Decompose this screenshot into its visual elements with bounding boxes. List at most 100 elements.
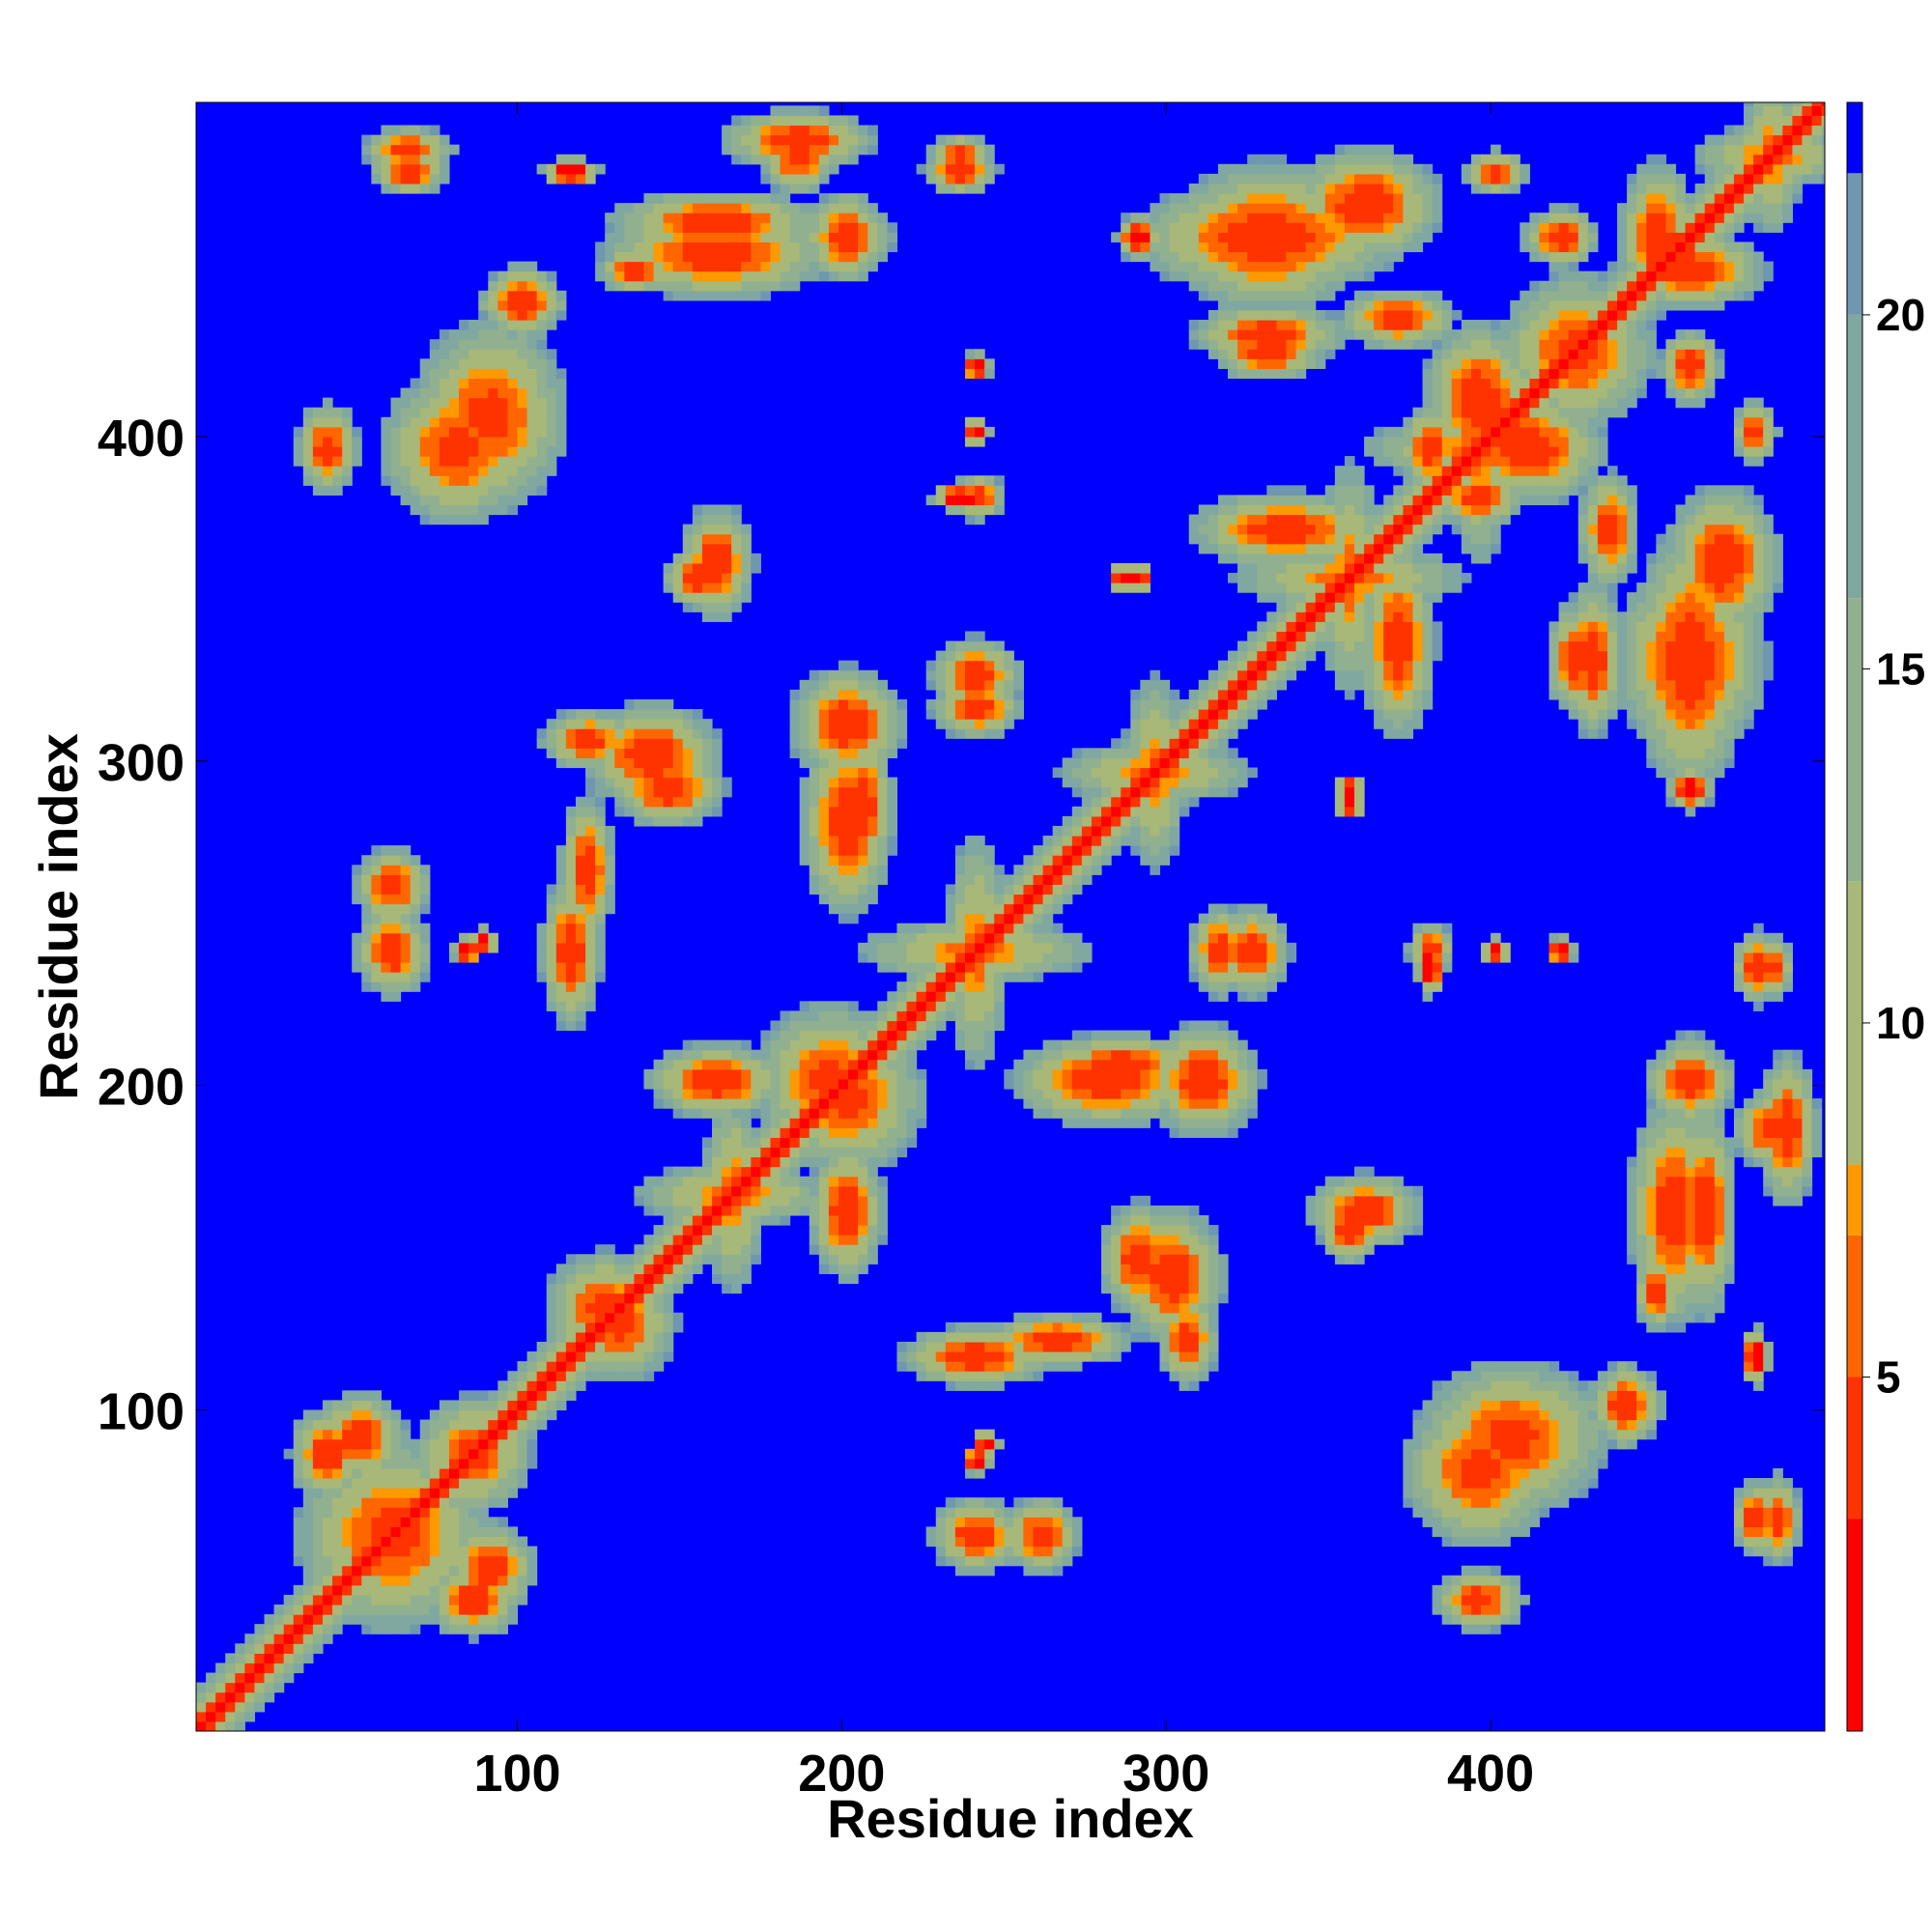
heatmap-cell <box>672 232 684 242</box>
heatmap-cell <box>1140 709 1151 720</box>
heatmap-cell <box>565 874 577 885</box>
heatmap-cell <box>867 825 878 837</box>
heatmap-cell <box>555 757 567 769</box>
heatmap-cell <box>1179 1235 1190 1245</box>
heatmap-cell <box>565 1351 577 1362</box>
heatmap-cell <box>419 923 431 934</box>
heatmap-cell <box>410 1614 421 1625</box>
heatmap-cell <box>1169 1108 1180 1119</box>
heatmap-cell <box>1033 894 1044 905</box>
heatmap-cell <box>352 1448 362 1460</box>
heatmap-cell <box>751 1068 761 1080</box>
heatmap-cell <box>352 436 362 447</box>
heatmap-cell <box>818 125 830 136</box>
heatmap-cell <box>994 923 1005 934</box>
heatmap-cell <box>1052 1507 1064 1518</box>
heatmap-cell <box>390 1526 402 1538</box>
heatmap-cell <box>682 261 694 272</box>
heatmap-cell <box>1150 1108 1161 1119</box>
heatmap-cell <box>605 261 615 272</box>
heatmap-cell <box>605 894 615 905</box>
heatmap-cell <box>925 709 937 720</box>
heatmap-cell <box>1140 825 1151 837</box>
heatmap-cell <box>546 446 557 457</box>
heatmap-cell <box>1023 1351 1035 1362</box>
heatmap-cell <box>1179 232 1190 242</box>
heatmap-cell <box>565 981 577 992</box>
heatmap-cell <box>322 1497 333 1508</box>
heatmap-cell <box>1052 825 1064 837</box>
heatmap-cell <box>877 845 888 856</box>
heatmap-cell <box>1062 1536 1073 1548</box>
heatmap-cell <box>517 1478 528 1489</box>
heatmap-cell <box>809 874 820 885</box>
heatmap-cell <box>244 1691 256 1703</box>
heatmap-cell <box>643 242 655 253</box>
heatmap-cell <box>712 1273 723 1285</box>
heatmap-cell <box>1286 602 1297 612</box>
heatmap-cell <box>848 1273 859 1285</box>
heatmap-cell <box>1208 1089 1219 1099</box>
heatmap-cell <box>975 874 985 885</box>
heatmap-cell <box>1062 1321 1073 1333</box>
heatmap-cell <box>858 1214 868 1226</box>
heatmap-cell <box>789 1059 801 1070</box>
heatmap-cell <box>614 1371 625 1381</box>
heatmap-cell <box>1081 806 1093 817</box>
heatmap-cell <box>887 942 898 953</box>
heatmap-cell <box>1266 329 1277 340</box>
heatmap-cell <box>1198 757 1209 769</box>
heatmap-cell <box>634 1273 645 1285</box>
heatmap-cell <box>760 1068 772 1080</box>
heatmap-cell <box>410 446 421 457</box>
heatmap-cell <box>1247 1068 1258 1080</box>
heatmap-cell <box>672 1244 684 1255</box>
heatmap-cell <box>1247 368 1258 380</box>
heatmap-cell <box>975 504 985 516</box>
heatmap-cell <box>1081 1078 1093 1090</box>
heatmap-cell <box>994 942 1005 953</box>
heatmap-cell <box>575 972 586 982</box>
heatmap-cell <box>1169 719 1180 729</box>
heatmap-cell <box>361 972 372 982</box>
heatmap-cell <box>381 1497 392 1508</box>
heatmap-cell <box>322 1594 333 1605</box>
heatmap-cell <box>565 972 577 982</box>
heatmap-cell <box>760 232 772 242</box>
heatmap-cell <box>1237 669 1248 681</box>
heatmap-cell <box>1237 504 1248 516</box>
heatmap-cell <box>1159 728 1171 739</box>
heatmap-cell <box>1266 173 1277 185</box>
heatmap-cell <box>342 1526 353 1538</box>
heatmap-cell <box>1266 524 1277 535</box>
heatmap-cell <box>1247 299 1258 311</box>
heatmap-cell <box>293 1634 304 1644</box>
heatmap-cell <box>1140 1205 1151 1216</box>
heatmap-cell <box>312 1605 324 1615</box>
heatmap-cell <box>789 242 801 253</box>
heatmap-cell <box>361 1517 372 1527</box>
heatmap-cell <box>887 1049 898 1061</box>
heatmap-cell <box>1071 777 1083 788</box>
heatmap-cell <box>1062 836 1073 846</box>
heatmap-cell <box>945 650 956 662</box>
heatmap-cell <box>954 134 966 146</box>
heatmap-cell <box>1188 689 1200 700</box>
heatmap-cell <box>692 1185 703 1197</box>
heatmap-cell <box>935 719 947 729</box>
heatmap-cell <box>682 757 694 769</box>
heatmap-cell <box>1188 193 1200 204</box>
heatmap-cell <box>906 1010 918 1022</box>
heatmap-cell <box>536 280 548 292</box>
heatmap-cell <box>1169 748 1180 758</box>
heatmap-cell <box>302 407 314 418</box>
heatmap-cell <box>925 952 937 963</box>
heatmap-cell <box>448 1497 460 1508</box>
heatmap-cell <box>352 932 362 944</box>
heatmap-cell <box>896 981 908 992</box>
heatmap-cell <box>1217 504 1229 516</box>
heatmap-cell <box>1101 748 1112 758</box>
heatmap-cell <box>867 698 878 710</box>
heatmap-cell <box>964 1321 976 1333</box>
heatmap-cell <box>1179 1273 1190 1285</box>
